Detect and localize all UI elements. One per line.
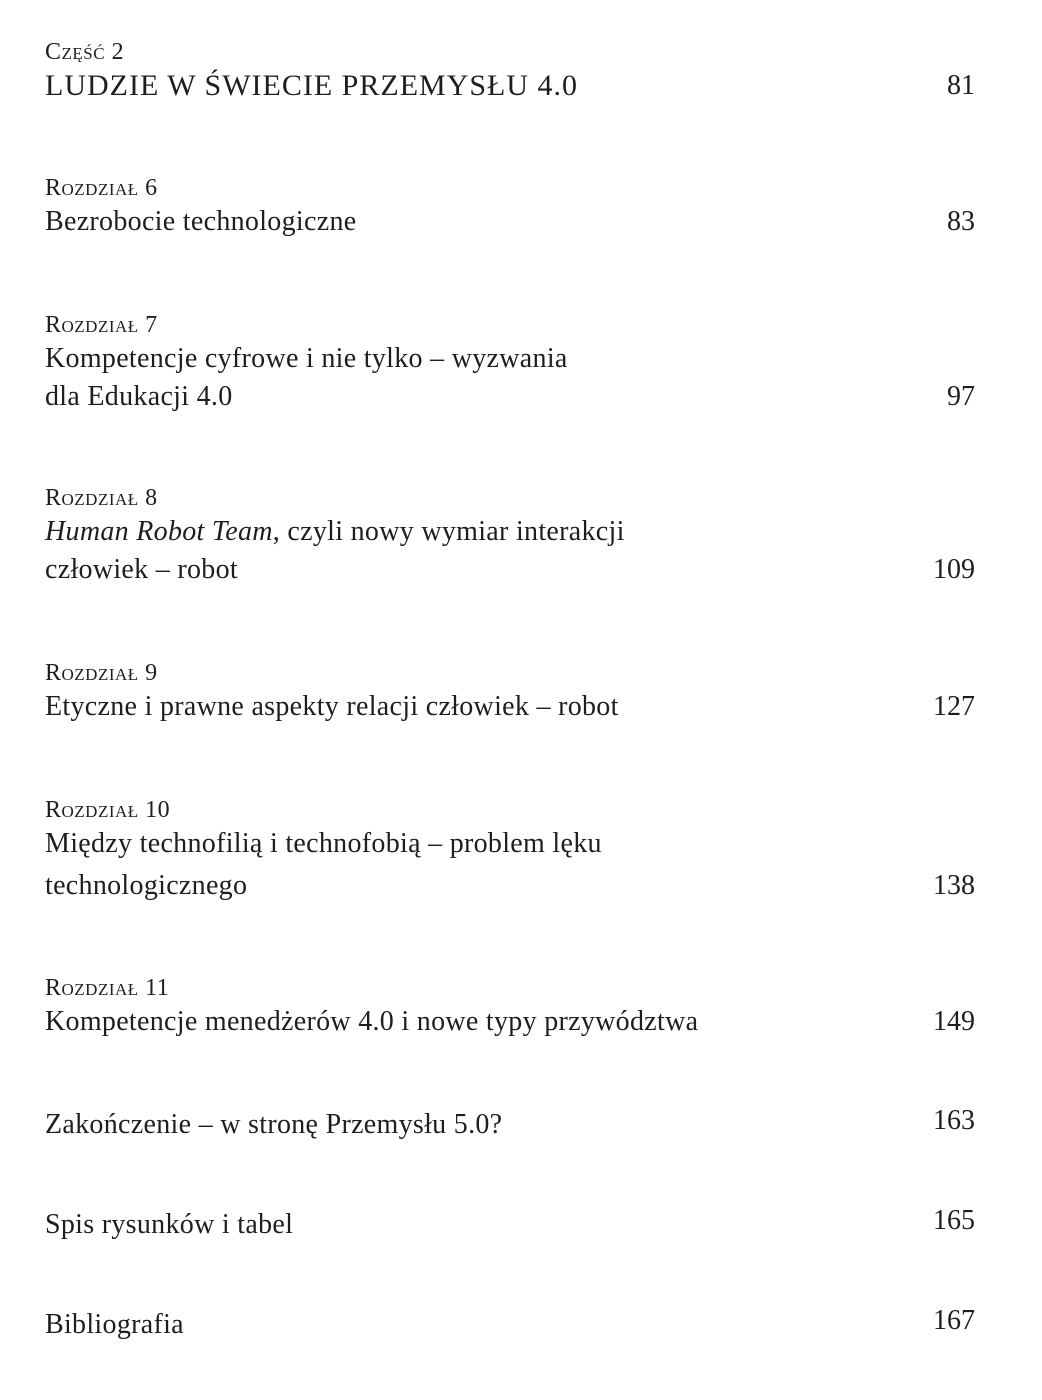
chapter-title-line-1: Human Robot Team, czyli nowy wymiar inte… bbox=[45, 513, 825, 551]
page-number: 167 bbox=[933, 1305, 975, 1336]
entry-title: Zakończenie – w stronę Przemysłu 5.0? bbox=[45, 1109, 503, 1140]
page-number: 109 bbox=[933, 554, 975, 585]
chapter-label: Rozdział 10 bbox=[45, 797, 171, 823]
toc-chapter-10: Rozdział 10 Między technofilią i technof… bbox=[45, 795, 975, 905]
entry-title: Bibliografia bbox=[45, 1309, 184, 1340]
chapter-label: Rozdział 11 bbox=[45, 975, 170, 1001]
chapter-title-line-2: dla Edukacji 4.0 bbox=[45, 381, 233, 412]
page-number: 149 bbox=[933, 1006, 975, 1037]
toc-chapter-6: Rozdział 6 Bezrobocie technologiczne 83 bbox=[45, 173, 975, 241]
chapter-title-line-2: człowiek – robot bbox=[45, 554, 238, 585]
page-number: 163 bbox=[933, 1105, 975, 1136]
part-label: Część 2 bbox=[45, 39, 125, 65]
chapter-label: Rozdział 7 bbox=[45, 312, 158, 338]
page-number: 81 bbox=[947, 70, 975, 101]
chapter-label: Rozdział 8 bbox=[45, 485, 158, 511]
toc-part-2: Część 2 LUDZIE W ŚWIECIE PRZEMYSŁU 4.0 8… bbox=[45, 37, 975, 105]
toc-conclusion: Zakończenie – w stronę Przemysłu 5.0? 16… bbox=[45, 1105, 975, 1144]
chapter-title-rest: , czyli nowy wymiar interakcji bbox=[272, 516, 625, 547]
page-number: 127 bbox=[933, 691, 975, 722]
page-number: 97 bbox=[947, 381, 975, 412]
toc-chapter-11: Rozdział 11 Kompetencje menedżerów 4.0 i… bbox=[45, 973, 975, 1041]
page-number: 138 bbox=[933, 870, 975, 901]
part-title: LUDZIE W ŚWIECIE PRZEMYSŁU 4.0 bbox=[45, 69, 579, 102]
chapter-title: Kompetencje menedżerów 4.0 i nowe typy p… bbox=[45, 1006, 699, 1037]
entry-title: Spis rysunków i tabel bbox=[45, 1209, 294, 1240]
chapter-title: Etyczne i prawne aspekty relacji człowie… bbox=[45, 691, 619, 722]
toc-bibliography: Bibliografia 167 bbox=[45, 1305, 975, 1344]
toc-chapter-9: Rozdział 9 Etyczne i prawne aspekty rela… bbox=[45, 658, 975, 726]
toc-chapter-8: Rozdział 8 Human Robot Team, czyli nowy … bbox=[45, 483, 975, 589]
chapter-label: Rozdział 6 bbox=[45, 175, 158, 201]
page-number: 165 bbox=[933, 1205, 975, 1236]
page-number: 83 bbox=[947, 206, 975, 237]
chapter-title-line-1: Między technofilią i technofobią – probl… bbox=[45, 828, 602, 859]
chapter-title: Bezrobocie technologiczne bbox=[45, 206, 357, 237]
toc-figures-tables: Spis rysunków i tabel 165 bbox=[45, 1205, 975, 1244]
chapter-label: Rozdział 9 bbox=[45, 660, 158, 686]
chapter-title-line-1: Kompetencje cyfrowe i nie tylko – wyzwan… bbox=[45, 343, 568, 374]
chapter-title-italic: Human Robot Team bbox=[45, 516, 273, 547]
chapter-title-line-2: technologicznego bbox=[45, 870, 248, 901]
toc-chapter-7: Rozdział 7 Kompetencje cyfrowe i nie tyl… bbox=[45, 310, 975, 416]
